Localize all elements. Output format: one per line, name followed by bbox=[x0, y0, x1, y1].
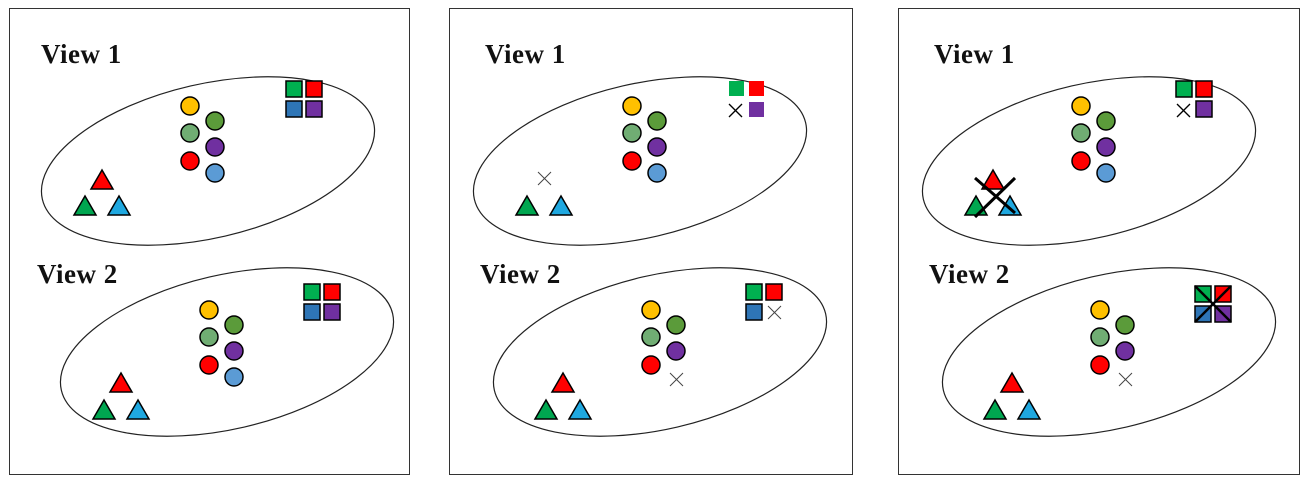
triangle-icon-green bbox=[982, 398, 1008, 420]
square-icon-green bbox=[745, 283, 763, 301]
square-icon-red bbox=[749, 81, 764, 96]
triangle-icon-red bbox=[999, 371, 1025, 393]
square-icon-green bbox=[303, 283, 321, 301]
view1-label: View 1 bbox=[934, 39, 1015, 69]
square-icon-green bbox=[729, 81, 744, 96]
cross-mark-icon bbox=[1118, 372, 1133, 387]
circle-icon-olive-green bbox=[647, 111, 667, 131]
triangle-icon-red bbox=[108, 371, 134, 393]
square-icon-blue bbox=[285, 100, 303, 118]
triangle-icon-green bbox=[533, 398, 559, 420]
triangle-icon-green bbox=[963, 194, 989, 216]
triangle-icon-green bbox=[514, 194, 540, 216]
panel-1-drawing bbox=[40, 76, 395, 437]
circle-icon-purple bbox=[224, 341, 244, 361]
triangle-icon-red bbox=[89, 168, 115, 190]
circle-icon-olive-green bbox=[205, 111, 225, 131]
circle-icon-purple bbox=[666, 341, 686, 361]
cross-mark-icon bbox=[728, 103, 743, 118]
circle-icon-yellow bbox=[622, 96, 642, 116]
square-icon-red bbox=[765, 283, 783, 301]
view2-label: View 2 bbox=[929, 259, 1010, 289]
circle-icon-light-green bbox=[1090, 327, 1110, 347]
circle-icon-light-green bbox=[1071, 123, 1091, 143]
cross-mark-icon bbox=[1176, 103, 1191, 118]
circle-icon-blue bbox=[205, 163, 225, 183]
square-icon-blue bbox=[303, 303, 321, 321]
view1-ellipse bbox=[40, 76, 376, 246]
circle-icon-purple bbox=[647, 137, 667, 157]
circle-icon-olive-green bbox=[1115, 315, 1135, 335]
circle-icon-blue bbox=[1096, 163, 1116, 183]
triangle-icon-blue bbox=[1016, 398, 1042, 420]
square-icon-purple bbox=[305, 100, 323, 118]
circle-icon-yellow bbox=[1090, 300, 1110, 320]
panel-3-drawing bbox=[921, 76, 1277, 437]
view2-label: View 2 bbox=[480, 259, 561, 289]
square-icon-red bbox=[1195, 80, 1213, 98]
triangle-icon-blue bbox=[567, 398, 593, 420]
triangle-icon-green bbox=[91, 398, 117, 420]
view1-ellipse bbox=[921, 76, 1257, 246]
circle-icon-red bbox=[180, 151, 200, 171]
circle-icon-light-green bbox=[180, 123, 200, 143]
circle-icon-red bbox=[199, 355, 219, 375]
view1-label: View 1 bbox=[485, 39, 566, 69]
circle-icon-red bbox=[1090, 355, 1110, 375]
triangle-icon-red bbox=[980, 168, 1006, 190]
panel-complete-views: View 1 View 2 bbox=[9, 8, 410, 475]
circle-icon-red bbox=[641, 355, 661, 375]
circle-icon-purple bbox=[205, 137, 225, 157]
triangle-icon-green bbox=[72, 194, 98, 216]
triangle-icon-blue bbox=[997, 194, 1023, 216]
circle-icon-olive-green bbox=[224, 315, 244, 335]
circle-icon-yellow bbox=[199, 300, 219, 320]
circle-icon-yellow bbox=[641, 300, 661, 320]
view2-ellipse bbox=[941, 267, 1277, 437]
cross-mark-icon bbox=[767, 305, 782, 320]
circle-icon-olive-green bbox=[666, 315, 686, 335]
circle-icon-light-green bbox=[641, 327, 661, 347]
panel-missing-entries: View 1 View 2 bbox=[449, 8, 853, 475]
square-icon-green bbox=[1175, 80, 1193, 98]
circle-icon-purple bbox=[1115, 341, 1135, 361]
circle-icon-red bbox=[1071, 151, 1091, 171]
view2-ellipse bbox=[59, 267, 395, 437]
cross-mark-icon bbox=[669, 372, 684, 387]
triangle-icon-blue bbox=[125, 398, 151, 420]
square-icon-purple bbox=[323, 303, 341, 321]
square-icon-blue bbox=[745, 303, 763, 321]
square-icon-purple bbox=[749, 102, 764, 117]
circle-icon-blue bbox=[224, 367, 244, 387]
square-icon-red bbox=[323, 283, 341, 301]
big-cross-mark-icon bbox=[973, 176, 1017, 219]
panel-2-drawing bbox=[472, 76, 828, 437]
square-icon-green bbox=[285, 80, 303, 98]
triangle-icon-blue bbox=[106, 194, 132, 216]
view1-label: View 1 bbox=[41, 39, 122, 69]
circle-icon-olive-green bbox=[1096, 111, 1116, 131]
panel-discarded-groups: View 1 View 2 bbox=[898, 8, 1300, 475]
big-cross-mark-icon bbox=[1194, 285, 1232, 323]
cross-mark-icon bbox=[537, 171, 552, 186]
circle-icon-purple bbox=[1096, 137, 1116, 157]
circle-icon-light-green bbox=[622, 123, 642, 143]
triangle-icon-blue bbox=[548, 194, 574, 216]
triangle-icon-red bbox=[550, 371, 576, 393]
square-icon-red bbox=[305, 80, 323, 98]
view1-ellipse bbox=[472, 76, 808, 246]
circle-icon-yellow bbox=[180, 96, 200, 116]
circle-icon-light-green bbox=[199, 327, 219, 347]
circle-icon-blue bbox=[647, 163, 667, 183]
circle-icon-red bbox=[622, 151, 642, 171]
view2-ellipse bbox=[492, 267, 828, 437]
circle-icon-yellow bbox=[1071, 96, 1091, 116]
view2-label: View 2 bbox=[37, 259, 118, 289]
square-icon-purple bbox=[1195, 100, 1213, 118]
